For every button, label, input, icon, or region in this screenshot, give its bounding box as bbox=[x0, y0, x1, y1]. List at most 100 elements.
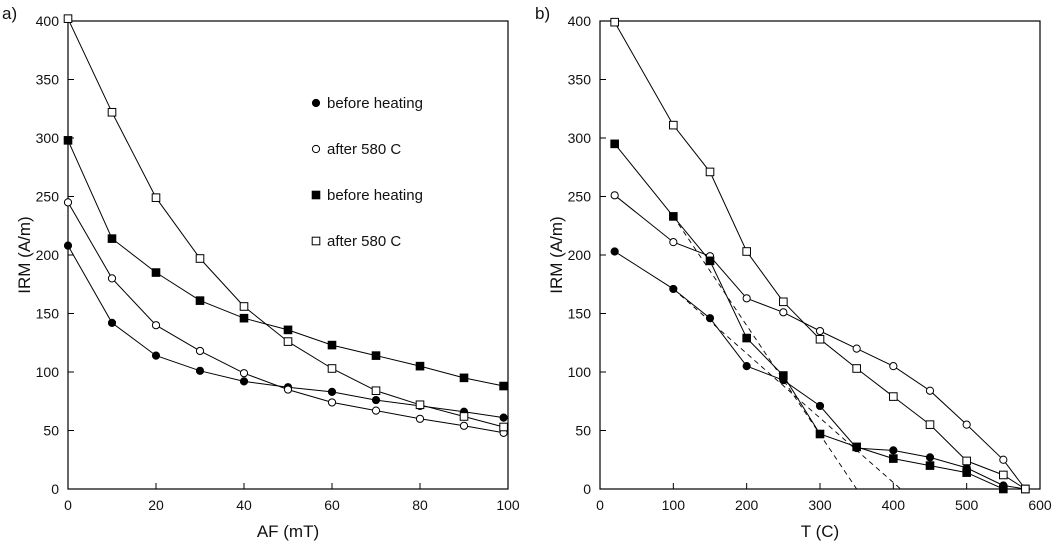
data-point-a-0-7 bbox=[371, 395, 381, 405]
data-point-a-0-0 bbox=[63, 241, 73, 250]
data-point-b-1-10 bbox=[999, 455, 1008, 464]
data-point-b-3-3 bbox=[742, 247, 751, 256]
y-axis-title-a: IRM (A/m) bbox=[15, 216, 34, 293]
data-point-a-1-4 bbox=[239, 369, 249, 378]
y-tick-label-a-3: 150 bbox=[36, 306, 60, 322]
y-tick-label-b-6: 300 bbox=[568, 130, 592, 146]
data-point-a-2-2 bbox=[151, 268, 161, 277]
data-point-b-1-5 bbox=[815, 326, 825, 336]
data-point-b-2-8 bbox=[925, 461, 935, 470]
data-point-b-0-2 bbox=[705, 314, 715, 323]
y-tick-label-b-1: 50 bbox=[575, 423, 591, 439]
series-line-b-2 bbox=[614, 143, 1026, 490]
x-axis-title-a: AF (mT) bbox=[257, 522, 319, 541]
x-tick-label-a-5: 100 bbox=[496, 497, 520, 513]
y-tick-label-b-4: 200 bbox=[568, 247, 592, 263]
data-point-b-2-3 bbox=[742, 333, 751, 343]
data-point-b-0-0 bbox=[610, 247, 619, 256]
data-point-a-3-8 bbox=[415, 400, 425, 410]
y-tick-label-b-7: 350 bbox=[568, 72, 592, 88]
y-tick-label-a-6: 300 bbox=[36, 130, 60, 146]
data-point-b-2-4 bbox=[779, 371, 788, 380]
data-point-b-3-5 bbox=[815, 334, 825, 344]
data-point-b-2-6 bbox=[852, 442, 861, 452]
panel-b: 0 100 200 300 400 500 600 0 50 100 150 200 250 300 350… bbox=[535, 4, 1052, 541]
data-point-a-2-6 bbox=[327, 340, 337, 350]
y-tick-label-b-3: 150 bbox=[568, 306, 592, 322]
data-point-a-3-9 bbox=[459, 412, 469, 421]
y-tick-label-b-2: 100 bbox=[568, 364, 592, 380]
data-point-b-0-1 bbox=[669, 284, 678, 294]
legend-marker-0 bbox=[311, 98, 321, 108]
data-point-a-2-0 bbox=[63, 136, 73, 145]
x-tick-label-b-4: 400 bbox=[882, 497, 906, 513]
y-axis-title-b: IRM (A/m) bbox=[547, 216, 566, 293]
series-line-b-3 bbox=[614, 21, 1026, 490]
data-point-b-2-7 bbox=[889, 454, 898, 463]
y-tick-label-a-4: 200 bbox=[36, 247, 60, 263]
x-tick-label-a-3: 60 bbox=[324, 497, 340, 513]
data-point-b-1-3 bbox=[742, 294, 751, 303]
data-point-b-3-8 bbox=[925, 420, 935, 429]
y-tick-label-a-5: 250 bbox=[36, 189, 60, 205]
data-point-b-2-1 bbox=[669, 212, 678, 221]
data-point-a-1-0 bbox=[63, 198, 73, 207]
y-tick-label-a-0: 0 bbox=[51, 481, 59, 497]
panel-label-b: b) bbox=[535, 4, 550, 23]
data-point-a-1-6 bbox=[327, 398, 337, 407]
data-point-b-0-5 bbox=[815, 401, 825, 411]
data-point-a-2-10 bbox=[499, 381, 508, 391]
data-point-b-1-0 bbox=[610, 191, 619, 200]
series-line-a-3 bbox=[67, 18, 504, 428]
y-tick-label-a-1: 50 bbox=[43, 423, 59, 439]
data-point-a-0-10 bbox=[499, 413, 508, 422]
data-point-b-3-2 bbox=[705, 167, 715, 177]
data-point-a-1-1 bbox=[107, 274, 117, 283]
data-point-a-0-3 bbox=[195, 366, 205, 375]
data-point-b-3-9 bbox=[962, 456, 971, 466]
data-point-a-0-4 bbox=[239, 377, 249, 386]
data-point-a-0-6 bbox=[327, 387, 337, 396]
data-point-b-0-7 bbox=[889, 446, 898, 455]
legend-label-0: before heating bbox=[327, 95, 423, 112]
data-point-b-3-10 bbox=[999, 470, 1008, 480]
plot-frame-b bbox=[599, 20, 1041, 490]
data-point-a-2-1 bbox=[107, 234, 117, 243]
y-tick-label-a-7: 350 bbox=[36, 72, 60, 88]
data-point-a-0-1 bbox=[107, 318, 117, 327]
data-point-b-1-6 bbox=[852, 344, 861, 353]
y-tick-label-b-5: 250 bbox=[568, 189, 592, 205]
data-point-b-1-1 bbox=[669, 238, 678, 247]
data-point-a-1-8 bbox=[415, 414, 425, 423]
data-point-a-3-2 bbox=[151, 193, 161, 202]
data-point-b-1-8 bbox=[925, 386, 935, 395]
data-point-a-2-7 bbox=[371, 351, 381, 360]
legend-marker-1 bbox=[311, 144, 321, 154]
data-point-b-3-7 bbox=[889, 392, 898, 401]
data-point-a-2-8 bbox=[415, 361, 425, 371]
data-point-a-3-6 bbox=[327, 364, 337, 373]
data-point-a-3-1 bbox=[107, 107, 117, 117]
x-tick-label-b-1: 100 bbox=[662, 497, 686, 513]
series-line-a-2 bbox=[67, 140, 504, 387]
y-tick-label-b-8: 400 bbox=[568, 13, 592, 29]
x-tick-label-b-0: 0 bbox=[596, 497, 604, 513]
x-tick-label-a-4: 80 bbox=[412, 497, 428, 513]
data-point-a-2-9 bbox=[459, 373, 469, 383]
x-tick-label-b-6: 600 bbox=[1028, 497, 1052, 513]
x-axis-title-b: T (C) bbox=[801, 522, 839, 541]
data-point-a-3-3 bbox=[195, 254, 205, 263]
x-tick-label-a-1: 20 bbox=[148, 497, 164, 513]
panel-a: 0 20 40 60 80 100 0 50 100 150 200 250 300 350 400 AF (… bbox=[2, 4, 520, 541]
data-point-b-1-9 bbox=[962, 420, 971, 429]
data-point-b-2-10 bbox=[999, 484, 1008, 494]
data-point-b-3-6 bbox=[852, 364, 861, 373]
data-point-b-1-4 bbox=[779, 308, 788, 317]
legend-label-3: after 580 C bbox=[327, 233, 401, 250]
data-point-b-0-8 bbox=[925, 453, 935, 462]
data-point-b-3-1 bbox=[669, 120, 678, 130]
panel-label-a: a) bbox=[2, 4, 17, 23]
data-point-a-2-4 bbox=[239, 313, 249, 323]
data-point-a-3-4 bbox=[239, 302, 249, 311]
